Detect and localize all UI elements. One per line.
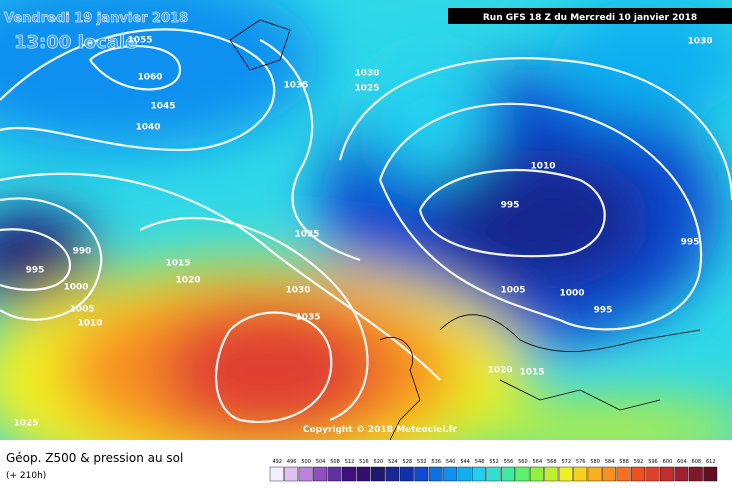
run-info: Run GFS 18 Z du Mercredi 10 janvier 2018 [483,13,697,23]
legend-swatch [515,466,530,482]
isobar-label: 1045 [150,102,175,112]
isobar-label: 1030 [285,286,310,296]
legend-label: 604 [677,459,687,465]
legend-label: 568 [547,459,557,465]
legend-label: 584 [605,459,615,465]
legend-swatch [674,466,689,482]
legend-title: Géop. Z500 & pression au sol [6,451,183,465]
legend-swatch [385,466,400,482]
legend-label: 528 [403,459,413,465]
legend-swatch [313,466,328,482]
legend-label: 492 [272,459,282,465]
legend-swatch [457,466,472,482]
legend-label: 580 [590,459,600,465]
time: 13:00 locale [14,32,137,53]
legend-swatch [573,466,588,482]
isobar-label: 995 [501,201,520,211]
legend-swatch [587,466,602,482]
legend-label: 592 [634,459,644,465]
legend-swatch [370,466,385,482]
isobar-label: 1010 [77,319,102,329]
isobar-label: 1020 [487,366,512,376]
legend-label: 508 [330,459,340,465]
legend-label: 600 [663,459,673,465]
isobar-label: 1000 [63,283,88,293]
isobar-label: 1025 [354,84,379,94]
legend-swatch [501,466,515,482]
date: Vendredi 19 janvier 2018 [4,11,188,26]
legend-label: 556 [504,459,514,465]
legend-swatch [602,466,617,482]
legend-label: 552 [489,459,499,465]
legend-label: 596 [648,459,658,465]
legend-swatch [472,466,486,482]
legend-label: 512 [345,459,355,465]
isobar-label: 1035 [295,313,320,323]
legend-label: 524 [388,459,398,465]
legend-label: 588 [619,459,629,465]
legend-swatch [659,466,674,482]
isobar-label: 1030 [354,69,379,79]
isobar-label: 1010 [530,162,555,172]
legend-swatch [284,466,299,482]
legend-swatch [529,466,544,482]
legend-label: 500 [301,459,311,465]
isobar-label: 1015 [165,259,190,269]
isobar-label: 995 [26,266,45,276]
legend-swatch [414,466,429,482]
isobar-label: 1015 [519,368,544,378]
legend-label: 612 [706,459,716,465]
legend-label: 608 [692,459,702,465]
legend-label: 520 [374,459,384,465]
isobar-label: 1035 [283,81,308,91]
legend-swatch [631,466,645,482]
legend-swatch [688,466,703,482]
legend-lead: (+ 210h) [6,471,46,481]
legend-swatch [443,466,458,482]
isobar-label: 1060 [137,73,162,83]
legend-label: 564 [533,459,543,465]
legend-swatch [544,466,559,482]
isobar-label: 1025 [294,230,319,240]
legend-swatch [327,466,342,482]
isobar-label: 1005 [500,286,525,296]
legend-label: 516 [359,459,369,465]
legend-label: 536 [431,459,441,465]
legend-label: 540 [446,459,456,465]
legend-swatch [342,466,356,482]
isobar-label: 995 [594,306,613,316]
copyright: Copyright © 2018 Meteociel.fr [303,425,458,435]
legend-label: 504 [316,459,326,465]
isobar-label: 1030 [687,37,712,47]
isobar-label: 995 [681,238,700,248]
isobar-label: 990 [73,247,92,257]
legend-swatch [356,466,371,482]
isobar-label: 1020 [175,276,200,286]
isobar-label: 1040 [135,123,160,133]
legend-label: 548 [475,459,485,465]
legend-swatch [703,466,718,482]
legend-swatch [616,466,631,482]
isobar-label: 1025 [13,419,38,429]
run-banner [448,8,732,24]
isobar-label: 1005 [69,305,94,315]
legend-swatch [269,466,284,482]
legend-label: 572 [561,459,571,465]
legend-label: 544 [460,459,470,465]
legend-label: 576 [576,459,586,465]
legend-swatch [645,466,660,482]
legend-swatch [298,466,313,482]
legend-swatch [428,466,443,482]
isobar-label: 1055 [127,36,152,46]
legend-swatch [558,466,573,482]
legend-swatch [486,466,501,482]
isobar-label: 1000 [559,289,584,299]
legend-label: 496 [287,459,297,465]
legend-label: 532 [417,459,427,465]
legend-swatch [399,466,414,482]
legend-label: 560 [518,459,528,465]
